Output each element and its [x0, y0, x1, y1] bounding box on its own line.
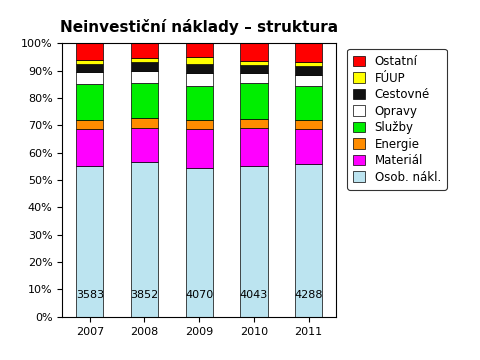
- Bar: [131, 43, 158, 58]
- Bar: [76, 64, 104, 72]
- Bar: [76, 72, 104, 84]
- Bar: [76, 166, 104, 317]
- Bar: [295, 120, 323, 129]
- Bar: [240, 61, 268, 65]
- Bar: [240, 83, 268, 119]
- Text: 4043: 4043: [240, 291, 268, 300]
- Bar: [185, 129, 213, 168]
- Bar: [240, 65, 268, 73]
- Bar: [185, 73, 213, 86]
- Bar: [131, 118, 158, 128]
- Bar: [295, 86, 323, 120]
- Text: 4288: 4288: [294, 291, 323, 300]
- Bar: [295, 67, 323, 75]
- Bar: [185, 57, 213, 64]
- Bar: [131, 162, 158, 317]
- Bar: [185, 168, 213, 317]
- Bar: [131, 71, 158, 83]
- Bar: [240, 166, 268, 317]
- Title: Neinvestiční náklady – struktura: Neinvestiční náklady – struktura: [60, 19, 338, 35]
- Bar: [185, 86, 213, 120]
- Bar: [131, 128, 158, 162]
- Bar: [295, 43, 323, 62]
- Bar: [185, 120, 213, 129]
- Bar: [295, 163, 323, 317]
- Bar: [76, 84, 104, 120]
- Text: 3852: 3852: [131, 291, 158, 300]
- Bar: [240, 119, 268, 129]
- Bar: [240, 73, 268, 83]
- Bar: [76, 129, 104, 166]
- Bar: [131, 58, 158, 62]
- Bar: [185, 64, 213, 73]
- Bar: [76, 120, 104, 129]
- Legend: Ostatní, FÚUP, Cestovné, Opravy, Služby, Energie, Materiál, Osob. nákl.: Ostatní, FÚUP, Cestovné, Opravy, Služby,…: [348, 49, 447, 190]
- Bar: [76, 60, 104, 64]
- Bar: [240, 43, 268, 61]
- Bar: [295, 75, 323, 86]
- Text: 3583: 3583: [76, 291, 104, 300]
- Text: 4070: 4070: [185, 291, 213, 300]
- Bar: [295, 129, 323, 163]
- Bar: [131, 83, 158, 118]
- Bar: [76, 43, 104, 60]
- Bar: [295, 62, 323, 67]
- Bar: [185, 43, 213, 57]
- Bar: [240, 129, 268, 166]
- Bar: [131, 62, 158, 71]
